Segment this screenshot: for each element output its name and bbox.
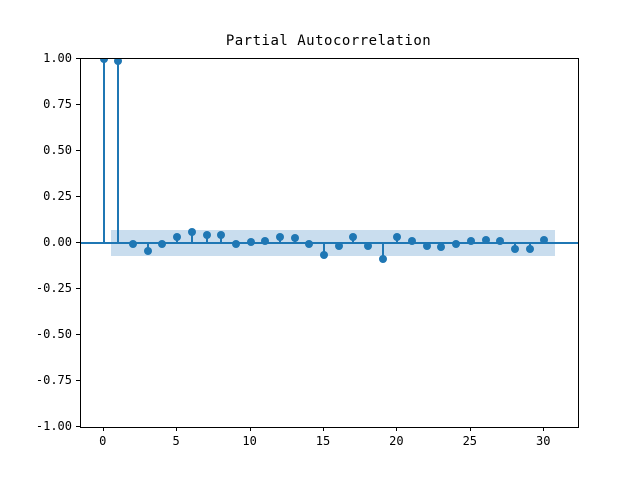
- pacf-point: [202, 231, 211, 240]
- pacf-point: [319, 251, 328, 260]
- x-tick-label: 30: [535, 434, 551, 448]
- pacf-point: [422, 242, 431, 251]
- y-tick-mark: [76, 104, 80, 105]
- stem-line: [102, 59, 105, 243]
- pacf-point: [173, 233, 182, 242]
- pacf-point: [378, 255, 387, 264]
- pacf-point: [364, 241, 373, 250]
- y-tick-mark: [76, 334, 80, 335]
- pacf-point: [217, 231, 226, 240]
- pacf-point: [290, 234, 299, 243]
- zero-baseline: [81, 242, 578, 244]
- pacf-point: [129, 239, 138, 248]
- x-tick-mark: [543, 427, 545, 431]
- stem-line: [190, 231, 193, 243]
- x-tick-label: 10: [242, 434, 257, 448]
- stem-line: [205, 235, 208, 243]
- stem-line: [381, 243, 384, 260]
- pacf-point: [334, 241, 343, 250]
- pacf-point: [349, 233, 358, 242]
- pacf-point: [437, 243, 446, 252]
- y-tick-label: 0.75: [43, 97, 72, 111]
- y-tick-label: -0.75: [35, 373, 72, 387]
- x-tick-label: 25: [462, 434, 478, 448]
- pacf-point: [466, 236, 475, 245]
- y-tick-label: -1.00: [35, 419, 72, 433]
- x-tick-label: 15: [315, 434, 331, 448]
- pacf-point: [481, 236, 490, 245]
- stem-line: [220, 235, 223, 243]
- x-tick-label: 20: [389, 434, 404, 448]
- stem-line: [117, 60, 120, 243]
- pacf-point: [261, 236, 270, 245]
- pacf-point: [525, 245, 534, 254]
- pacf-point: [496, 237, 505, 246]
- x-tick-mark: [176, 427, 178, 431]
- y-tick-mark: [76, 58, 80, 59]
- stem-line: [322, 243, 325, 256]
- pacf-point: [393, 233, 402, 242]
- y-tick-mark: [76, 196, 80, 197]
- pacf-point: [246, 237, 255, 246]
- chart-title: Partial Autocorrelation: [225, 33, 432, 49]
- pacf-point: [305, 239, 314, 248]
- pacf-point: [114, 59, 123, 65]
- y-tick-mark: [76, 426, 80, 427]
- y-tick-mark: [76, 380, 80, 381]
- x-tick-mark: [396, 427, 398, 431]
- pacf-point: [143, 246, 152, 255]
- y-tick-label: 0.50: [43, 143, 72, 157]
- y-tick-label: 0.25: [43, 189, 72, 203]
- pacf-point: [99, 59, 108, 63]
- x-tick-mark: [322, 427, 324, 431]
- x-tick-label: 0: [99, 434, 107, 448]
- y-tick-label: 0.00: [43, 235, 72, 249]
- y-tick-mark: [76, 242, 80, 243]
- pacf-point: [158, 239, 167, 248]
- plot-area: [80, 58, 579, 428]
- y-tick-mark: [76, 150, 80, 151]
- pacf-point: [510, 244, 519, 253]
- pacf-point: [231, 240, 240, 249]
- pacf-point: [540, 235, 549, 244]
- x-tick-mark: [469, 427, 471, 431]
- y-tick-label: -0.25: [35, 281, 72, 295]
- y-tick-mark: [76, 288, 80, 289]
- x-tick-label: 5: [172, 434, 180, 448]
- pacf-point: [452, 239, 461, 248]
- x-tick-mark: [249, 427, 251, 431]
- y-tick-label: -0.50: [35, 327, 72, 341]
- pacf-point: [187, 227, 196, 236]
- y-tick-label: 1.00: [43, 51, 72, 65]
- pacf-point: [408, 236, 417, 245]
- x-tick-mark: [102, 427, 104, 431]
- pacf-point: [275, 233, 284, 242]
